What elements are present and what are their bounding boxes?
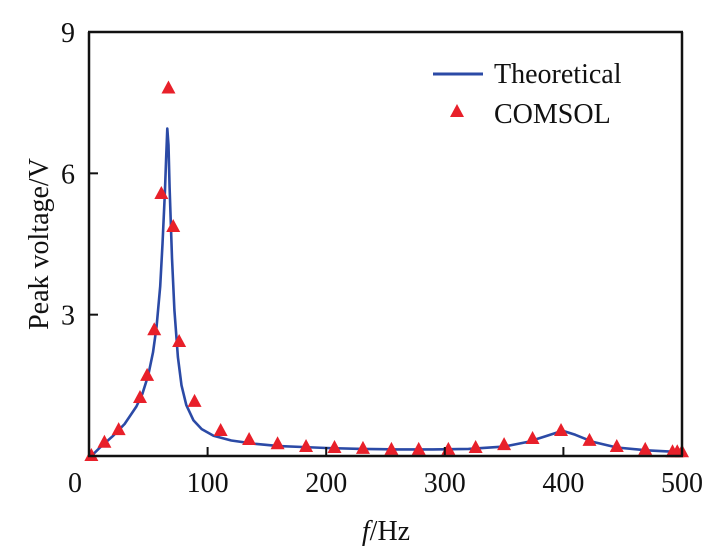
data-point-comsol <box>147 322 162 336</box>
legend-label-theoretical: Theoretical <box>494 59 622 90</box>
x-tick-label: 100 <box>187 468 229 499</box>
data-point-comsol <box>582 432 597 446</box>
data-point-comsol <box>525 431 540 445</box>
ticks: 0 100 200 300 400 500 3 6 9 <box>61 18 703 499</box>
y-tick-label: 9 <box>61 18 75 49</box>
data-point-comsol <box>161 80 176 94</box>
legend: Theoretical COMSOL <box>433 59 622 130</box>
x-axis-title-variable: f <box>362 516 373 547</box>
x-axis-title: f/Hz <box>362 516 410 547</box>
data-point-comsol <box>270 436 285 450</box>
series-line-theoretical <box>90 127 683 457</box>
data-point-comsol <box>166 219 181 233</box>
axes <box>87 30 684 458</box>
data-point-comsol <box>242 431 257 445</box>
data-point-comsol <box>111 422 126 436</box>
y-axis-title: Peak voltage/V <box>24 158 55 330</box>
x-axis-title-unit: /Hz <box>370 516 410 547</box>
data-point-comsol <box>187 393 202 407</box>
plot-area <box>84 80 689 461</box>
data-point-comsol <box>327 439 342 453</box>
data-point-comsol <box>638 441 653 455</box>
x-tick-label: 500 <box>661 468 703 499</box>
x-tick-label: 0 <box>68 468 82 499</box>
data-point-comsol <box>84 448 99 461</box>
x-tick-label: 200 <box>305 468 347 499</box>
legend-marker-comsol <box>450 104 464 117</box>
x-tick-label: 400 <box>542 468 584 499</box>
data-point-comsol <box>554 423 569 437</box>
data-point-comsol <box>299 439 314 453</box>
data-point-comsol <box>154 186 169 200</box>
data-point-comsol <box>132 390 147 404</box>
x-tick-label: 300 <box>424 468 466 499</box>
data-point-comsol <box>468 439 483 453</box>
data-point-comsol <box>609 439 624 453</box>
data-point-comsol <box>497 437 512 451</box>
legend-label-comsol: COMSOL <box>494 99 611 130</box>
data-point-comsol <box>213 423 228 437</box>
data-point-comsol <box>384 441 399 455</box>
data-point-comsol <box>97 434 112 448</box>
data-point-comsol <box>411 441 426 455</box>
data-point-comsol <box>172 333 187 347</box>
data-point-comsol <box>140 367 155 381</box>
y-tick-label: 3 <box>61 301 75 332</box>
y-tick-label: 6 <box>61 159 75 190</box>
data-point-comsol <box>355 440 370 454</box>
